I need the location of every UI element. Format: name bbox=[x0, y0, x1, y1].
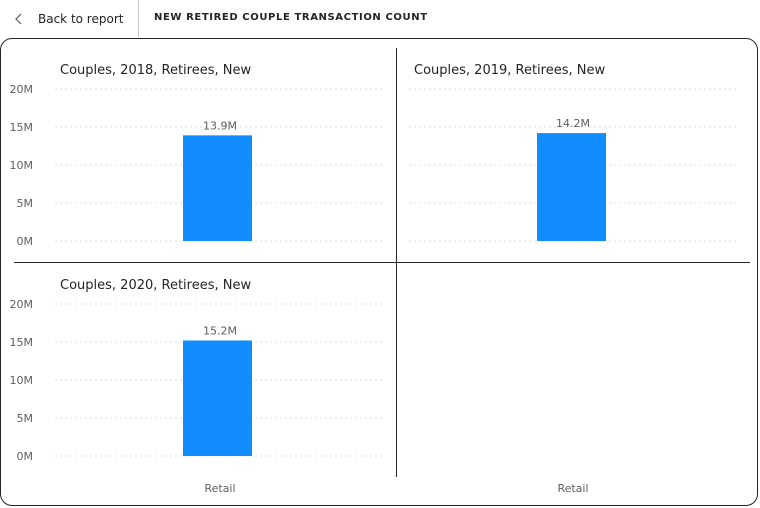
y-tick-label: 5M bbox=[17, 197, 34, 210]
chart-panel-3: Couples, 2020, Retirees, New 0M 5M 10M 15M 20… bbox=[10, 278, 382, 495]
panel-divider-horizontal bbox=[14, 262, 750, 263]
chart-title: Couples, 2020, Retirees, New bbox=[60, 278, 251, 293]
chart-title: Couples, 2019, Retirees, New bbox=[414, 63, 605, 78]
bar bbox=[537, 133, 606, 241]
chevron-left-icon bbox=[15, 13, 22, 25]
y-tick-label: 10M bbox=[10, 159, 34, 172]
data-label: 13.9M bbox=[203, 119, 237, 132]
bar bbox=[183, 135, 252, 241]
y-tick-label: 5M bbox=[17, 412, 34, 425]
data-label: 14.2M bbox=[556, 117, 590, 130]
y-tick-label: 20M bbox=[10, 83, 34, 96]
back-to-report-button[interactable]: Back to report bbox=[14, 6, 123, 32]
back-to-report-label: Back to report bbox=[38, 12, 124, 26]
y-tick-label: 10M bbox=[10, 374, 34, 387]
chart-title: Couples, 2018, Retirees, New bbox=[60, 63, 251, 78]
page-title: NEW RETIRED COUPLE TRANSACTION COUNT bbox=[154, 12, 428, 23]
y-tick-label: 15M bbox=[10, 121, 34, 134]
data-label: 15.2M bbox=[203, 324, 237, 337]
header-divider bbox=[138, 0, 139, 37]
chart-panel-1: Couples, 2018, Retirees, New 0M 5M 10M 15M 20… bbox=[10, 63, 382, 248]
top-bar: Back to report NEW RETIRED COUPLE TRANSA… bbox=[0, 0, 760, 38]
x-category-label: Retail bbox=[204, 482, 235, 495]
empty-panel-x-label: Retail bbox=[557, 482, 588, 495]
y-tick-label: 0M bbox=[17, 450, 34, 463]
y-tick-label: 0M bbox=[17, 235, 34, 248]
y-tick-label: 20M bbox=[10, 298, 34, 311]
y-tick-label: 15M bbox=[10, 336, 34, 349]
small-multiples-frame bbox=[0, 38, 758, 506]
bar bbox=[183, 340, 252, 456]
chart-panel-2: Couples, 2019, Retirees, New 14.2M bbox=[409, 63, 736, 242]
